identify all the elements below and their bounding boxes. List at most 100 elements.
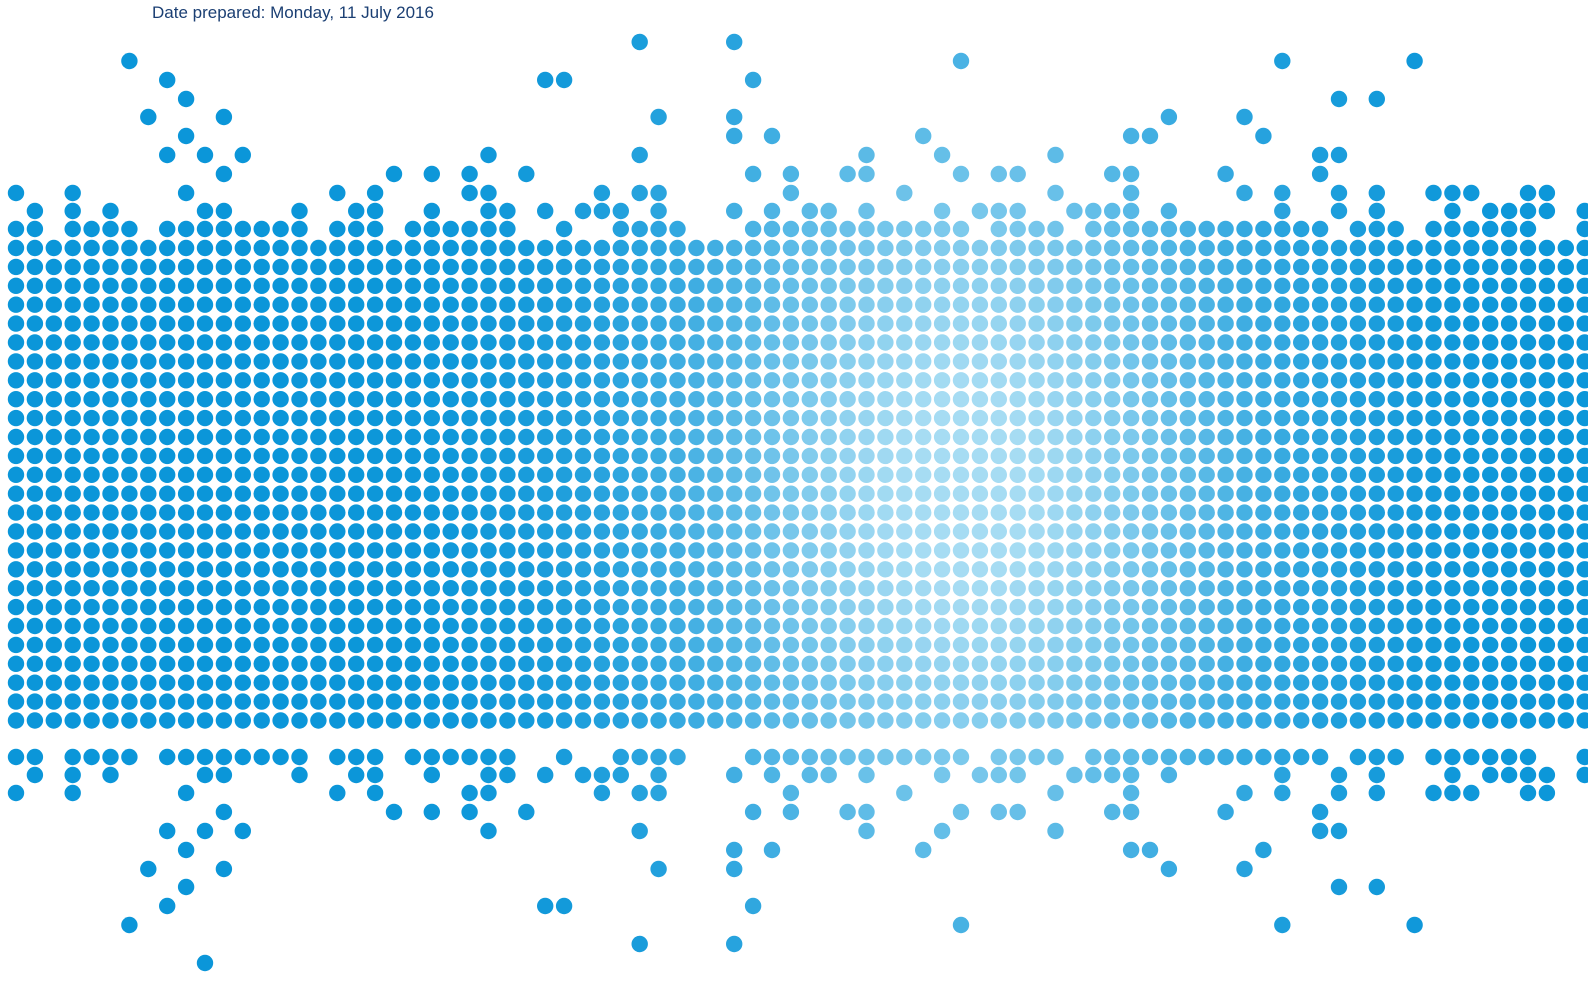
wave-dot xyxy=(196,466,214,483)
wave-dot xyxy=(385,803,403,821)
wave-dot xyxy=(933,428,951,446)
wave-dot xyxy=(1198,353,1215,370)
wave-dot xyxy=(1066,277,1083,294)
wave-dot xyxy=(215,803,233,821)
wave-dot xyxy=(1368,674,1386,691)
wave-dot xyxy=(650,655,667,672)
wave-dot xyxy=(1444,428,1461,446)
wave-dot xyxy=(612,674,629,691)
wave-dot xyxy=(385,239,403,257)
wave-dot xyxy=(480,409,497,427)
wave-dot xyxy=(196,258,214,276)
wave-dot xyxy=(385,165,403,183)
wave-dot xyxy=(159,239,176,257)
wave-dot xyxy=(348,712,365,729)
wave-dot xyxy=(801,748,818,766)
wave-dot xyxy=(1557,239,1575,257)
wave-dot xyxy=(1425,617,1442,635)
wave-dot xyxy=(990,542,1007,559)
wave-dot xyxy=(858,409,875,427)
wave-dot xyxy=(102,674,119,691)
wave-dot xyxy=(366,202,384,220)
wave-dot xyxy=(1538,523,1556,540)
wave-dot xyxy=(820,504,837,521)
wave-dot xyxy=(121,655,138,672)
wave-dot xyxy=(140,523,157,540)
wave-dot xyxy=(1217,542,1234,559)
wave-dot xyxy=(121,712,138,729)
wave-dot xyxy=(650,391,667,408)
wave-dot xyxy=(1160,617,1178,635)
wave-dot xyxy=(1425,409,1442,427)
wave-dot xyxy=(1576,258,1588,276)
wave-dot xyxy=(461,353,478,370)
wave-dot xyxy=(404,409,422,427)
wave-dot xyxy=(385,334,403,351)
wave-dot xyxy=(1444,580,1461,597)
wave-dot xyxy=(102,712,119,729)
wave-dot xyxy=(707,315,724,332)
wave-dot xyxy=(366,466,384,483)
wave-dot xyxy=(1236,636,1253,654)
wave-dot xyxy=(1519,184,1537,202)
wave-dot xyxy=(1009,334,1026,351)
wave-dot xyxy=(499,766,516,784)
wave-dot xyxy=(1444,334,1461,351)
wave-dot xyxy=(612,220,629,238)
wave-dot xyxy=(707,523,724,540)
wave-dot xyxy=(518,542,535,559)
wave-dot xyxy=(933,617,951,635)
wave-dot xyxy=(1236,315,1253,332)
wave-dot xyxy=(461,693,478,710)
wave-dot xyxy=(744,466,762,483)
wave-dot xyxy=(650,712,667,729)
wave-dot xyxy=(801,202,818,220)
wave-dot xyxy=(518,580,535,597)
wave-dot xyxy=(480,184,497,202)
wave-dot xyxy=(177,409,195,427)
wave-dot xyxy=(537,391,554,408)
wave-dot xyxy=(461,428,478,446)
wave-dot xyxy=(348,523,365,540)
wave-dot xyxy=(820,409,837,427)
wave-dot xyxy=(1330,90,1348,108)
wave-dot xyxy=(1311,803,1329,821)
wave-dot xyxy=(1179,220,1197,238)
wave-dot xyxy=(1009,239,1026,257)
wave-dot xyxy=(1349,409,1367,427)
wave-dot xyxy=(1387,504,1404,521)
wave-dot xyxy=(196,580,214,597)
wave-dot xyxy=(1330,523,1348,540)
wave-dot xyxy=(1066,693,1083,710)
wave-dot xyxy=(310,712,327,729)
wave-dot xyxy=(1311,636,1329,654)
wave-dot xyxy=(574,561,592,578)
wave-dot xyxy=(707,409,724,427)
wave-dot xyxy=(1368,878,1386,896)
wave-dot xyxy=(1085,296,1102,313)
wave-dot xyxy=(1538,598,1556,616)
wave-dot xyxy=(1519,523,1537,540)
wave-dot xyxy=(1444,391,1461,408)
wave-dot xyxy=(593,447,611,465)
wave-dot xyxy=(555,409,573,427)
wave-dot xyxy=(801,353,818,370)
wave-dot xyxy=(801,220,818,238)
wave-dot xyxy=(26,202,44,220)
wave-dot xyxy=(1482,617,1499,635)
wave-dot xyxy=(1066,636,1083,654)
wave-dot xyxy=(801,409,818,427)
wave-dot xyxy=(574,258,592,276)
wave-dot xyxy=(461,712,478,729)
wave-dot xyxy=(253,598,270,616)
wave-dot xyxy=(1293,748,1310,766)
wave-dot xyxy=(990,239,1007,257)
wave-dot xyxy=(1293,523,1310,540)
wave-dot xyxy=(1349,655,1367,672)
wave-dot xyxy=(1236,353,1253,370)
wave-dot xyxy=(858,315,875,332)
wave-dot xyxy=(1368,409,1386,427)
wave-dot xyxy=(64,561,81,578)
wave-dot xyxy=(1217,523,1234,540)
wave-dot xyxy=(1557,655,1575,672)
